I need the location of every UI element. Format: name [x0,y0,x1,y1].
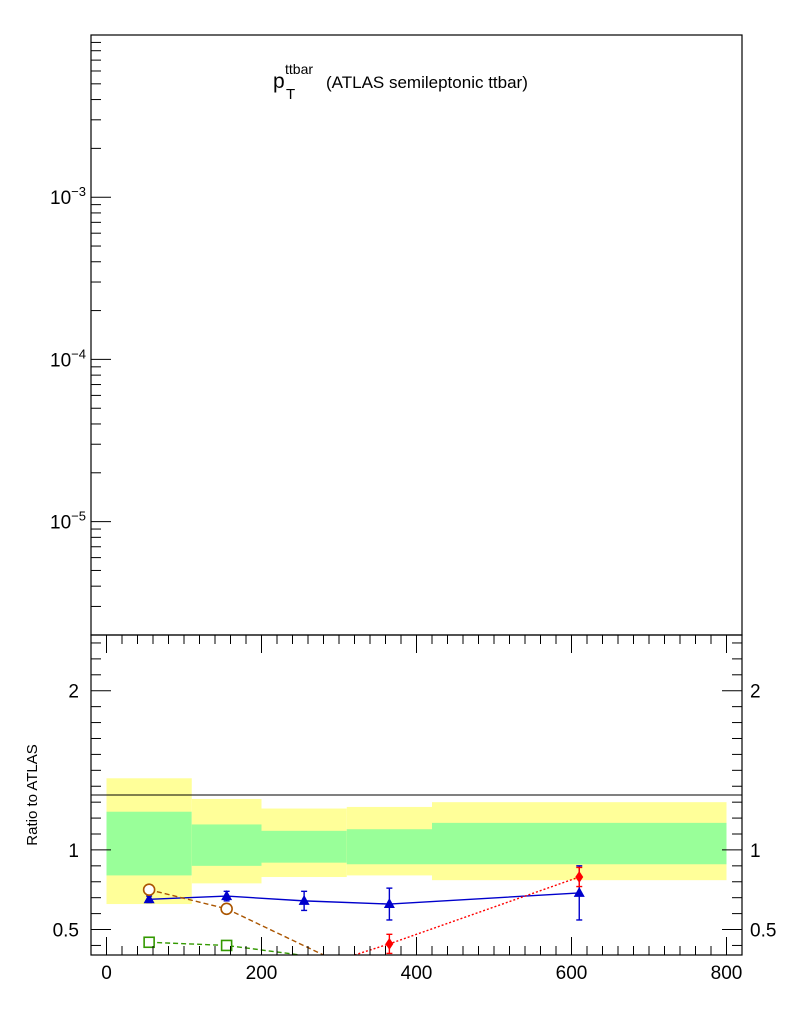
y-tick-label-left: 2 [68,682,79,703]
main-y-tick-label: 10−4 [50,346,86,371]
x-tick-label: 800 [711,963,743,984]
x-tick-label: 600 [556,963,588,984]
series-square [143,936,301,956]
data-point [298,894,310,905]
main-panel: p T ttbar (ATLAS semileptonic ttbar) 10−… [50,34,743,636]
data-point [220,902,233,916]
main-title-superscript: ttbar [285,61,313,77]
y-tick-label-left: 1 [68,841,79,862]
x-tick-label: 200 [246,963,278,984]
series-triangle [143,865,585,921]
ratio-y-axis-label: Ratio to ATLAS [24,744,41,845]
main-panel-frame [90,34,743,636]
main-title-subscript: T [286,86,295,103]
ratio-axes: 0 200 400 600 800 0.5 1 2 0.5 1 2 [53,635,776,984]
data-point [143,893,155,904]
data-point [143,936,155,949]
main-y-tick-label: 10−5 [50,509,86,534]
inner-band-bin [261,830,347,863]
main-title: p [273,70,285,93]
main-title-description: (ATLAS semileptonic ttbar) [326,73,528,92]
data-point [220,939,233,952]
inner-band-bin [432,822,727,865]
main-title-symbol: p [273,70,285,93]
inner-band-bin [346,829,432,865]
y-tick-label-right: 0.5 [750,921,776,942]
main-y-tick-label: 10−3 [50,184,86,209]
y-tick-label-left: 0.5 [53,921,79,942]
series-circle [142,883,324,956]
data-point [142,883,156,897]
inner-band-bin [106,811,192,876]
ratio-series [142,865,585,956]
series-line [148,889,324,956]
series-line [149,941,301,956]
series-line [149,892,580,905]
data-point [575,870,584,883]
main-y-ticks: 10−3 10−4 10−5 [50,34,111,636]
data-point [221,890,233,901]
x-tick-label: 0 [101,963,112,984]
series-diamond [354,866,584,956]
uncertainty-bands [106,778,727,905]
data-point [573,886,585,897]
y-tick-label-right: 2 [750,682,761,703]
data-point [383,898,395,909]
inner-band-bin [191,824,262,866]
data-point [385,937,394,950]
ratio-panel: 0 200 400 600 800 0.5 1 2 0.5 1 2 Ratio to ATLAS [24,634,776,984]
y-tick-label-right: 1 [750,841,761,862]
x-tick-label: 400 [401,963,433,984]
